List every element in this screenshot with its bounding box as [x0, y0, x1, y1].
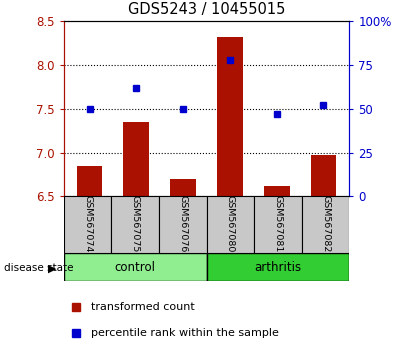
Text: GSM567080: GSM567080: [226, 195, 235, 252]
Bar: [206, 253, 349, 281]
Text: arthritis: arthritis: [254, 261, 302, 274]
Text: GSM567076: GSM567076: [178, 195, 187, 252]
Bar: [111, 196, 159, 253]
Bar: [217, 37, 243, 196]
Text: GSM567075: GSM567075: [131, 195, 140, 252]
Text: GSM567074: GSM567074: [83, 195, 92, 252]
Bar: [123, 122, 149, 196]
Bar: [311, 155, 336, 196]
Text: transformed count: transformed count: [91, 302, 195, 312]
Bar: [64, 253, 206, 281]
Bar: [159, 196, 206, 253]
Bar: [264, 186, 290, 196]
Text: GSM567081: GSM567081: [273, 195, 282, 252]
Bar: [170, 179, 196, 196]
Text: ▶: ▶: [48, 263, 57, 273]
Bar: [77, 166, 102, 196]
Bar: [64, 196, 111, 253]
Bar: [302, 196, 349, 253]
Bar: [206, 196, 254, 253]
Text: control: control: [115, 261, 156, 274]
Text: disease state: disease state: [4, 263, 74, 273]
Bar: [254, 196, 302, 253]
Title: GDS5243 / 10455015: GDS5243 / 10455015: [128, 2, 285, 17]
Text: percentile rank within the sample: percentile rank within the sample: [91, 328, 279, 338]
Text: GSM567082: GSM567082: [321, 195, 330, 252]
